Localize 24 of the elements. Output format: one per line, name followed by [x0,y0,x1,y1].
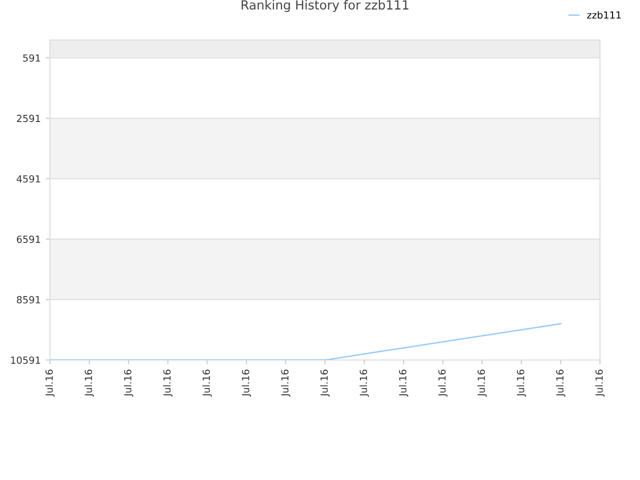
x-tick-label: Jul.16 [242,370,252,397]
x-tick-label: Jul.16 [398,370,408,397]
y-tick-label: 4591 [16,175,40,183]
x-tick-label: Jul.16 [84,370,94,397]
line-series [50,323,562,360]
x-tick-label: Jul.16 [202,370,212,397]
y-tick-label: 10591 [11,356,40,364]
x-tick-label: Jul.16 [124,370,134,397]
x-tick-label: Jul.16 [281,370,290,397]
legend-label: zzb111 [587,11,621,19]
x-tick-label: Jul.16 [477,370,487,397]
x-tick-label: Jul.16 [163,370,172,397]
y-tick-label: 591 [23,54,40,62]
x-tick-label: Jul.16 [556,370,566,397]
x-tick-label: Jul.16 [360,370,369,397]
y-tick-label: 2591 [16,114,40,122]
chart-title: Ranking History for zzb111 [242,0,408,12]
x-tick-label: Jul.16 [516,370,526,397]
x-tick-label: Jul.16 [438,370,448,397]
x-tick-label: Jul.16 [595,370,605,397]
y-tick-label: 6591 [16,236,40,243]
x-tick-label: Jul.16 [45,370,55,397]
y-tick-label: 8591 [16,296,40,304]
x-tick-label: Jul.16 [320,370,330,397]
